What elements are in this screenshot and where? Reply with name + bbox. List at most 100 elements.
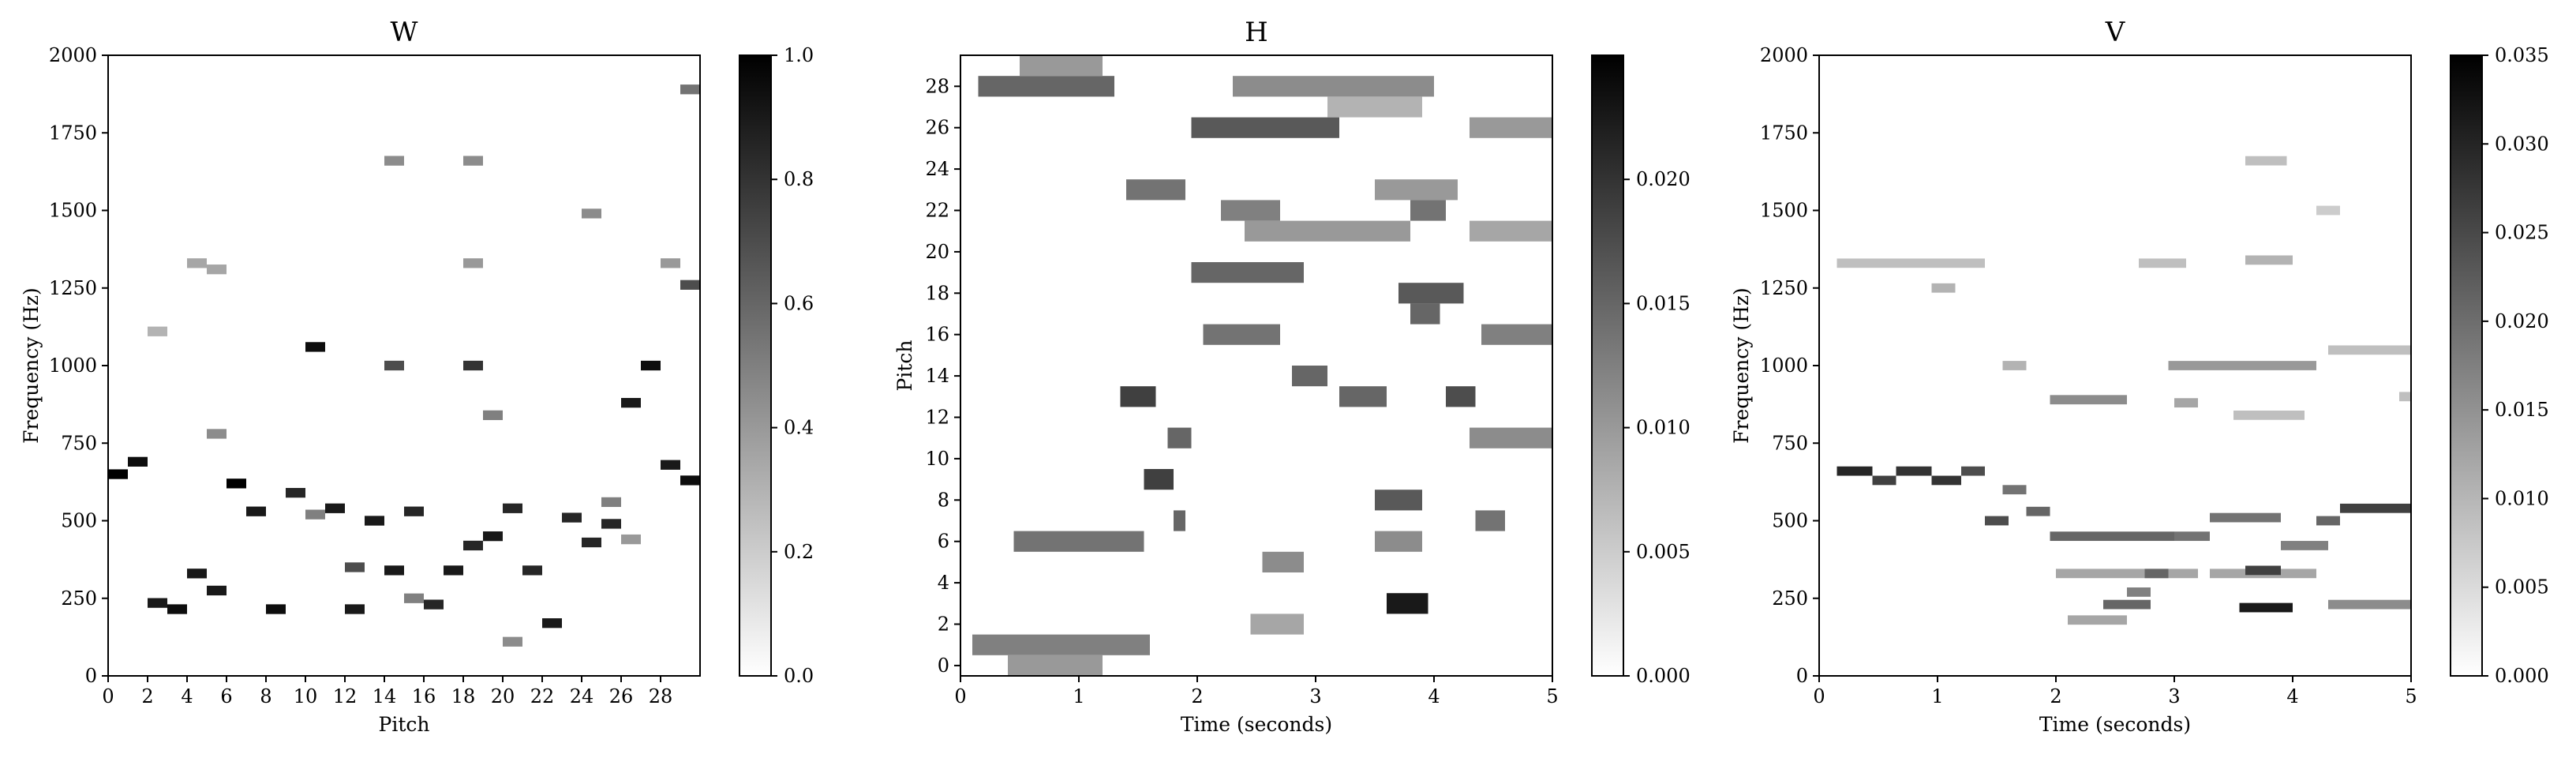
activation-segment [1144, 469, 1174, 490]
x-tick-label: 26 [609, 685, 634, 707]
y-tick-label: 14 [925, 365, 949, 387]
heatmap-v [1837, 156, 2411, 625]
activation-segment [978, 76, 1114, 97]
colorbar-tick-label: 0.035 [2495, 44, 2549, 66]
spectrogram-segment [2050, 531, 2174, 542]
spectrogram-segment [2068, 615, 2127, 625]
y-tick-label: 1250 [49, 277, 97, 299]
heatmap-cell [365, 516, 384, 526]
spectrogram-segment [2139, 258, 2186, 268]
spectrogram-segment [2174, 531, 2210, 542]
y-tick-label: 750 [1772, 432, 1808, 454]
x-tick-label: 12 [333, 685, 358, 707]
heatmap-cell [325, 503, 345, 513]
heatmap-cell [404, 506, 424, 516]
heatmap-cell [148, 326, 167, 336]
heatmap-cell [404, 593, 424, 603]
spectrogram-segment [2316, 205, 2340, 216]
chart-title-v: V [2105, 17, 2126, 48]
y-tick-label: 1000 [1760, 355, 1808, 377]
activation-segment [1203, 324, 1280, 345]
activation-segment [1375, 531, 1422, 552]
colorbar-tick-label: 0.005 [1636, 541, 1690, 563]
colorbar-tick-label: 0.4 [784, 417, 814, 439]
heatmap-cell [384, 156, 404, 166]
y-tick-label: 0 [938, 655, 949, 677]
heatmap-cell [286, 487, 305, 498]
spectrogram-segment [2002, 361, 2027, 370]
y-tick-label: 1250 [1760, 277, 1808, 299]
activation-segment [1446, 386, 1476, 407]
spectrogram-segment [2239, 602, 2293, 613]
colorbar-tick-label: 0.015 [1636, 292, 1690, 314]
y-tick-label: 12 [925, 407, 949, 429]
y-tick-label: 2 [938, 614, 949, 636]
colorbar-ticks-w: 0.0 0.2 0.4 0.6 0.8 1.0 [771, 44, 814, 687]
spectrogram-segment [2144, 568, 2169, 579]
heatmap-cell [207, 585, 227, 596]
activation-segment [1470, 220, 1552, 242]
colorbar-ticks-v: 0.000 0.005 0.010 0.015 0.020 0.025 0.030 0.035 [2482, 44, 2549, 687]
x-tick-label: 5 [2405, 685, 2417, 707]
y-tick-label: 10 [925, 448, 949, 470]
spectrogram-segment [2210, 512, 2281, 523]
x-tick-label: 2 [1191, 685, 1203, 707]
x-tick-label: 18 [451, 685, 476, 707]
colorbar-tick-label: 0.010 [1636, 417, 1690, 439]
activation-segment [1327, 96, 1422, 118]
x-tick-label: 4 [181, 685, 193, 707]
y-ticks-w: 0 250 500 750 1000 1250 1500 1750 2000 [49, 44, 108, 687]
heatmap-cell [384, 360, 404, 371]
spectrogram-segment [2245, 156, 2287, 166]
x-axis-label-v: Time (seconds) [2039, 713, 2191, 736]
spectrogram-segment [2127, 587, 2151, 597]
heatmap-cell [661, 460, 680, 470]
y-tick-label: 750 [61, 432, 97, 454]
x-tick-label: 1 [1073, 685, 1084, 707]
heatmap-cell [305, 509, 325, 520]
y-ticks-v: 0 250 500 750 1000 1250 1500 1750 2000 [1760, 44, 1819, 687]
activation-segment [1250, 614, 1304, 635]
x-tick-label: 0 [954, 685, 966, 707]
heatmap-cell [207, 429, 227, 439]
y-tick-label: 500 [61, 510, 97, 532]
colorbar-tick-label: 0.030 [2495, 133, 2549, 155]
activation-segment [1008, 655, 1103, 676]
colorbar-tick-label: 0.020 [1636, 168, 1690, 190]
y-tick-label: 250 [61, 587, 97, 610]
activation-segment [1410, 303, 1440, 325]
y-tick-label: 4 [938, 572, 949, 594]
colorbar-ticks-h: 0.000 0.005 0.010 0.015 0.020 [1623, 168, 1690, 687]
activation-segment [1339, 386, 1387, 407]
colorbar-tick-label: 0.6 [784, 292, 814, 314]
heatmap-cell [661, 258, 680, 268]
spectrogram-segment [1931, 475, 1961, 486]
y-tick-label: 500 [1772, 510, 1808, 532]
colorbar-tick-label: 0.005 [2495, 576, 2549, 599]
y-tick-label: 24 [925, 158, 949, 180]
activation-segment [1191, 117, 1339, 138]
x-tick-label: 24 [570, 685, 594, 707]
colorbar-v [2450, 54, 2483, 677]
heatmap-cell [621, 398, 641, 408]
x-tick-label: 1 [1931, 685, 1943, 707]
spectrogram-segment [2399, 392, 2411, 402]
x-tick-label: 6 [220, 685, 232, 707]
x-tick-label: 3 [2168, 685, 2180, 707]
heatmap-cell [483, 531, 503, 542]
spectrogram-segment [2168, 361, 2316, 370]
heatmap-cell [582, 537, 601, 548]
heatmap-cell [483, 410, 503, 421]
activation-segment [1013, 531, 1144, 552]
y-tick-label: 28 [925, 75, 949, 97]
activation-segment [1245, 220, 1410, 242]
heatmap-cell [601, 519, 621, 529]
spectrogram-segment [2328, 345, 2411, 355]
heatmap-w [108, 84, 700, 647]
activation-segment [1470, 117, 1552, 138]
activation-segment [972, 634, 1150, 655]
activation-segment [1292, 366, 1327, 387]
y-tick-label: 26 [925, 117, 949, 139]
y-tick-label: 2000 [1760, 44, 1808, 66]
